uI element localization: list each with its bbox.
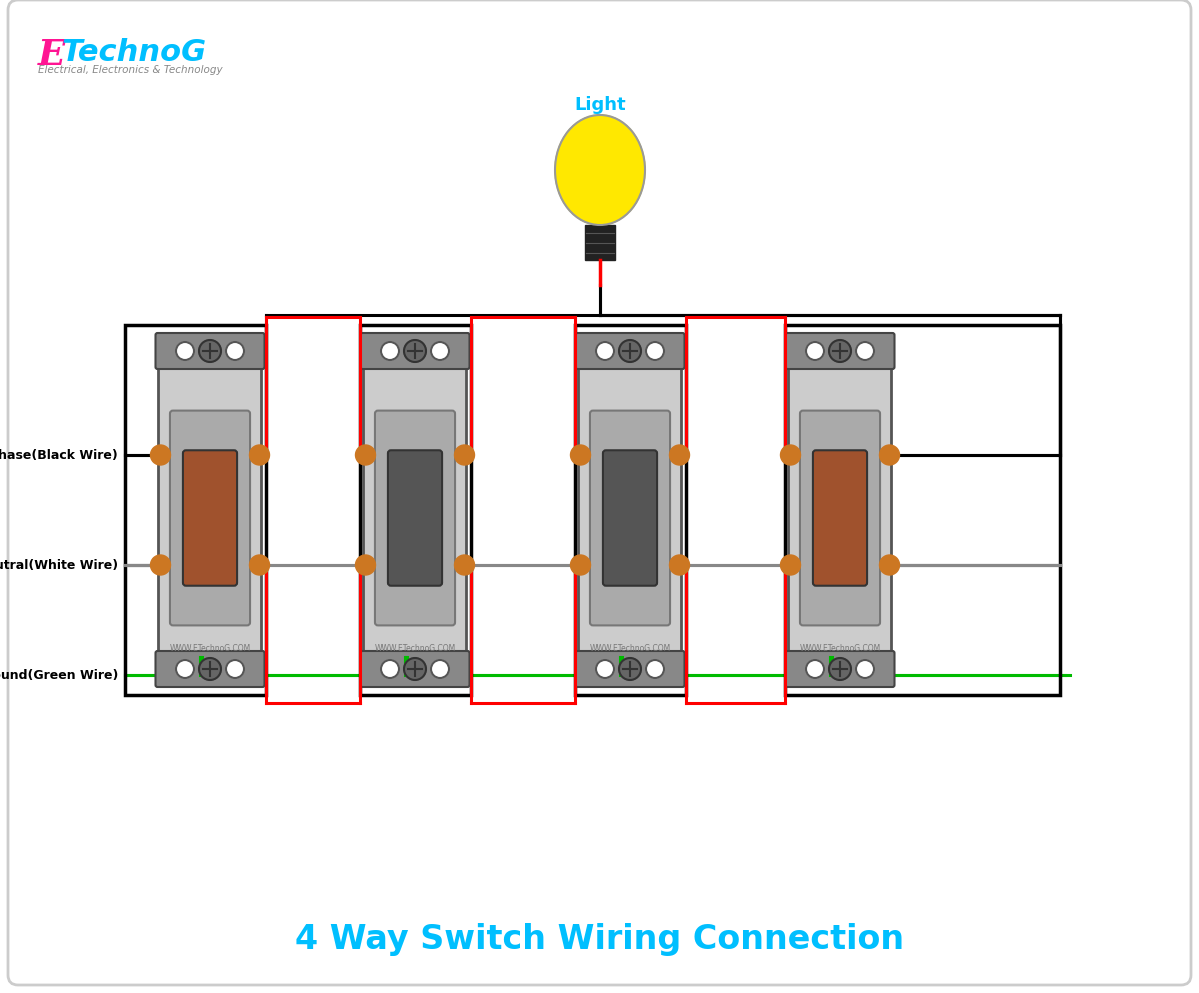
Circle shape: [176, 660, 194, 678]
Circle shape: [249, 555, 270, 575]
Circle shape: [225, 342, 245, 360]
Circle shape: [781, 445, 801, 465]
Circle shape: [454, 555, 475, 575]
FancyBboxPatch shape: [576, 333, 685, 369]
Circle shape: [880, 445, 899, 465]
FancyBboxPatch shape: [590, 410, 670, 626]
Circle shape: [430, 660, 448, 678]
Circle shape: [856, 342, 874, 360]
FancyBboxPatch shape: [603, 450, 657, 586]
Bar: [585, 225, 615, 260]
Circle shape: [646, 342, 664, 360]
Circle shape: [225, 660, 245, 678]
FancyBboxPatch shape: [156, 333, 265, 369]
FancyBboxPatch shape: [361, 651, 470, 687]
Circle shape: [151, 445, 170, 465]
Circle shape: [596, 660, 614, 678]
Circle shape: [571, 555, 590, 575]
Ellipse shape: [555, 115, 645, 225]
FancyBboxPatch shape: [158, 361, 261, 659]
Circle shape: [176, 342, 194, 360]
Text: TechnoG: TechnoG: [62, 38, 207, 67]
Circle shape: [669, 445, 689, 465]
Circle shape: [880, 555, 899, 575]
Circle shape: [381, 660, 399, 678]
Circle shape: [596, 342, 614, 360]
Text: Electrical, Electronics & Technology: Electrical, Electronics & Technology: [38, 65, 223, 75]
FancyBboxPatch shape: [156, 651, 265, 687]
Circle shape: [669, 555, 689, 575]
Bar: [360, 325, 470, 695]
Text: Ground(Green Wire): Ground(Green Wire): [0, 668, 118, 681]
Text: WWW.ETechnoG.COM: WWW.ETechnoG.COM: [800, 644, 880, 653]
FancyBboxPatch shape: [789, 361, 892, 659]
Circle shape: [619, 658, 641, 680]
Circle shape: [404, 658, 426, 680]
FancyBboxPatch shape: [375, 410, 456, 626]
FancyBboxPatch shape: [388, 450, 442, 586]
Text: WWW.ETechnoG.COM: WWW.ETechnoG.COM: [374, 644, 456, 653]
Bar: [784, 325, 1060, 695]
Circle shape: [619, 340, 641, 362]
FancyBboxPatch shape: [578, 361, 681, 659]
FancyBboxPatch shape: [813, 450, 867, 586]
FancyBboxPatch shape: [800, 410, 880, 626]
Circle shape: [454, 445, 475, 465]
Circle shape: [249, 445, 270, 465]
Text: E: E: [38, 38, 66, 72]
Circle shape: [806, 660, 824, 678]
Bar: [125, 325, 265, 695]
Text: WWW.ETechnoG.COM: WWW.ETechnoG.COM: [590, 644, 670, 653]
Circle shape: [381, 342, 399, 360]
Circle shape: [806, 342, 824, 360]
Bar: [574, 325, 686, 695]
Text: Neutral(White Wire): Neutral(White Wire): [0, 558, 118, 572]
Text: Phase(Black Wire): Phase(Black Wire): [0, 449, 118, 462]
Circle shape: [781, 555, 801, 575]
Circle shape: [355, 445, 375, 465]
Text: WWW.ETechnoG.COM: WWW.ETechnoG.COM: [169, 644, 251, 653]
Circle shape: [571, 445, 590, 465]
FancyBboxPatch shape: [363, 361, 466, 659]
FancyBboxPatch shape: [183, 450, 237, 586]
FancyBboxPatch shape: [170, 410, 251, 626]
Circle shape: [199, 658, 221, 680]
Circle shape: [829, 658, 851, 680]
Circle shape: [404, 340, 426, 362]
Circle shape: [430, 342, 448, 360]
Circle shape: [355, 555, 375, 575]
FancyBboxPatch shape: [576, 651, 685, 687]
FancyBboxPatch shape: [785, 651, 894, 687]
Circle shape: [199, 340, 221, 362]
Circle shape: [151, 555, 170, 575]
Circle shape: [829, 340, 851, 362]
Text: Light: Light: [574, 96, 626, 114]
Text: 4 Way Switch Wiring Connection: 4 Way Switch Wiring Connection: [295, 923, 904, 956]
Circle shape: [646, 660, 664, 678]
FancyBboxPatch shape: [8, 0, 1191, 985]
Circle shape: [856, 660, 874, 678]
FancyBboxPatch shape: [785, 333, 894, 369]
FancyBboxPatch shape: [361, 333, 470, 369]
